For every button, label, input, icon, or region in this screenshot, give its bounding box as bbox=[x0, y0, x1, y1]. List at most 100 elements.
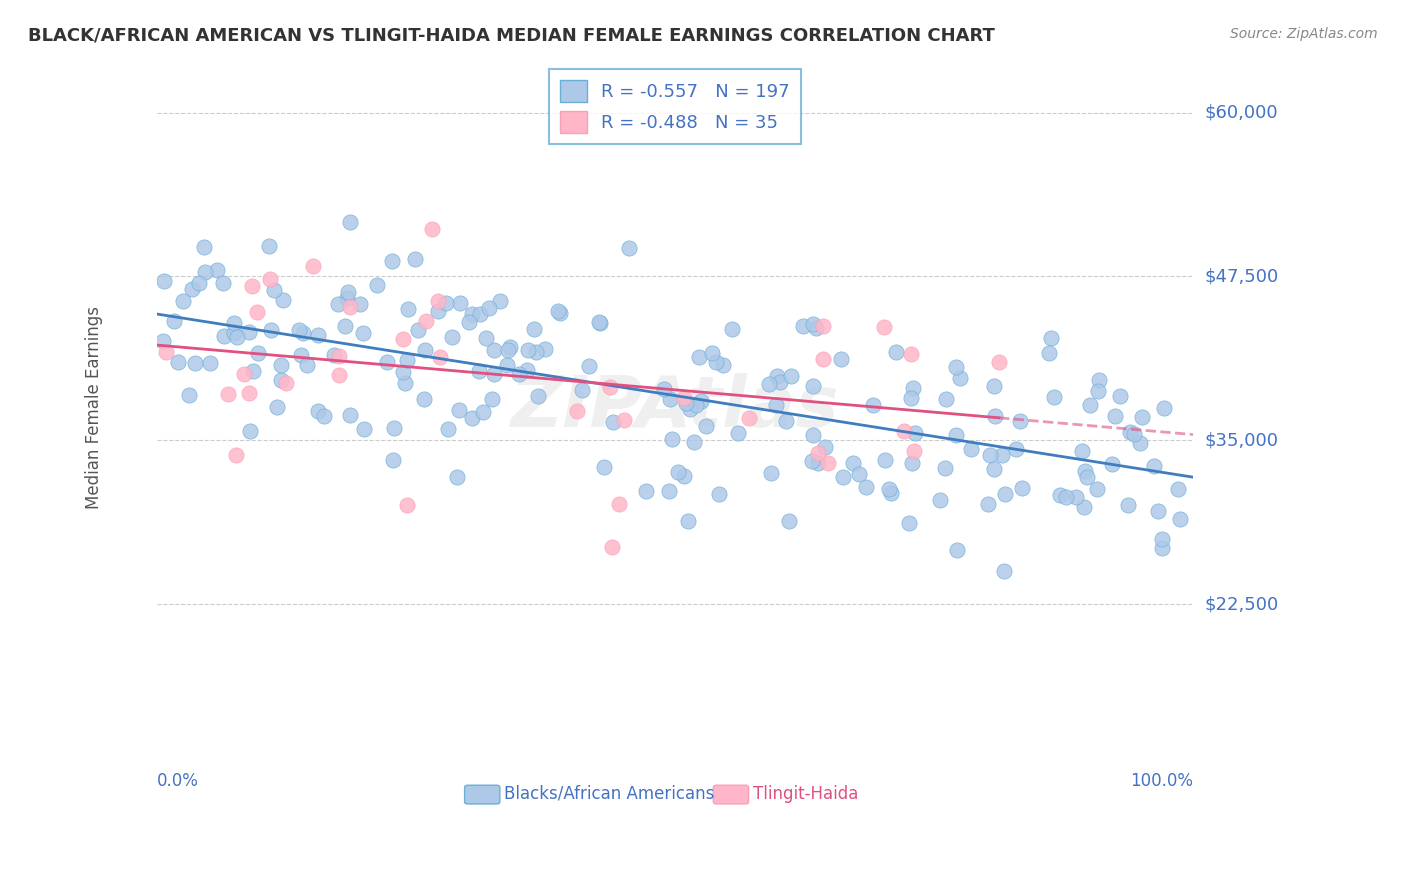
Point bbox=[1109, 389, 1132, 403]
Point bbox=[429, 350, 451, 364]
Point bbox=[396, 301, 419, 316]
Point bbox=[415, 314, 437, 328]
Point bbox=[661, 432, 683, 446]
Point bbox=[508, 367, 530, 381]
Text: Median Female Earnings: Median Female Earnings bbox=[86, 306, 103, 509]
Point bbox=[1088, 373, 1111, 387]
Point bbox=[792, 318, 814, 333]
Point bbox=[991, 449, 1014, 463]
Point bbox=[700, 346, 723, 360]
Point bbox=[457, 315, 479, 329]
Point bbox=[817, 456, 839, 470]
Point bbox=[446, 469, 468, 483]
Point bbox=[901, 456, 924, 470]
Point bbox=[571, 383, 593, 397]
Point bbox=[842, 456, 865, 470]
Point bbox=[1143, 458, 1166, 473]
Point bbox=[526, 345, 548, 359]
Point bbox=[184, 355, 207, 369]
Point bbox=[676, 514, 699, 528]
Point bbox=[238, 386, 260, 401]
Point bbox=[1104, 409, 1126, 423]
Point bbox=[619, 241, 641, 255]
Point bbox=[163, 314, 186, 328]
Point bbox=[806, 456, 828, 470]
Point bbox=[222, 326, 245, 340]
Point bbox=[225, 449, 247, 463]
Point bbox=[427, 304, 450, 318]
Point bbox=[198, 356, 221, 370]
Text: $60,000: $60,000 bbox=[1205, 103, 1278, 121]
Point bbox=[239, 424, 262, 438]
Point bbox=[1011, 481, 1033, 495]
Point bbox=[780, 369, 803, 384]
Point bbox=[475, 331, 498, 345]
Point bbox=[934, 461, 956, 475]
Point bbox=[901, 381, 924, 395]
Point bbox=[945, 360, 967, 375]
Point bbox=[259, 272, 281, 286]
Point bbox=[382, 453, 405, 467]
Point bbox=[179, 388, 201, 402]
Point bbox=[155, 345, 177, 359]
Point bbox=[517, 343, 540, 357]
Point bbox=[257, 239, 280, 253]
Point bbox=[515, 363, 537, 377]
Point bbox=[1043, 390, 1066, 404]
Text: BLACK/AFRICAN AMERICAN VS TLINGIT-HAIDA MEDIAN FEMALE EARNINGS CORRELATION CHART: BLACK/AFRICAN AMERICAN VS TLINGIT-HAIDA … bbox=[28, 27, 995, 45]
Point bbox=[153, 274, 176, 288]
Point bbox=[830, 351, 852, 366]
Point bbox=[593, 460, 616, 475]
Point bbox=[437, 422, 460, 436]
Point bbox=[238, 325, 260, 339]
Point bbox=[993, 487, 1015, 501]
Point bbox=[366, 278, 388, 293]
Point bbox=[879, 483, 901, 497]
Point bbox=[395, 498, 418, 512]
Point bbox=[1070, 444, 1092, 458]
Point bbox=[673, 391, 696, 405]
Point bbox=[392, 332, 415, 346]
Point bbox=[349, 297, 371, 311]
Point bbox=[949, 370, 972, 384]
Point bbox=[807, 446, 830, 460]
Point bbox=[685, 399, 707, 413]
Point bbox=[270, 358, 292, 372]
Point bbox=[589, 316, 612, 330]
Point bbox=[1078, 399, 1101, 413]
Point bbox=[461, 307, 484, 321]
Point bbox=[683, 434, 706, 449]
Point bbox=[659, 392, 682, 406]
Point bbox=[527, 389, 550, 403]
Point bbox=[380, 253, 402, 268]
Point bbox=[599, 379, 621, 393]
Point bbox=[523, 322, 546, 336]
Point bbox=[534, 342, 557, 356]
Text: 0.0%: 0.0% bbox=[157, 772, 198, 790]
Point bbox=[496, 343, 519, 357]
Point bbox=[983, 409, 1005, 424]
Point bbox=[848, 467, 870, 481]
Point bbox=[766, 368, 789, 383]
Point bbox=[758, 377, 780, 392]
Point bbox=[875, 452, 897, 467]
Point bbox=[193, 240, 215, 254]
Point bbox=[1150, 541, 1173, 556]
Point bbox=[246, 304, 269, 318]
Point bbox=[547, 304, 569, 318]
Point bbox=[382, 421, 405, 435]
Point bbox=[482, 343, 505, 358]
Point bbox=[152, 334, 174, 348]
Point bbox=[295, 358, 318, 372]
Point bbox=[588, 315, 610, 329]
Point bbox=[903, 443, 925, 458]
Point bbox=[1123, 426, 1146, 441]
Text: $47,500: $47,500 bbox=[1205, 268, 1278, 285]
Point bbox=[1116, 498, 1139, 512]
Point bbox=[499, 339, 522, 353]
Point bbox=[247, 346, 270, 360]
Point bbox=[778, 514, 800, 528]
Point bbox=[727, 425, 749, 440]
Point bbox=[188, 276, 211, 290]
Point bbox=[232, 368, 254, 382]
